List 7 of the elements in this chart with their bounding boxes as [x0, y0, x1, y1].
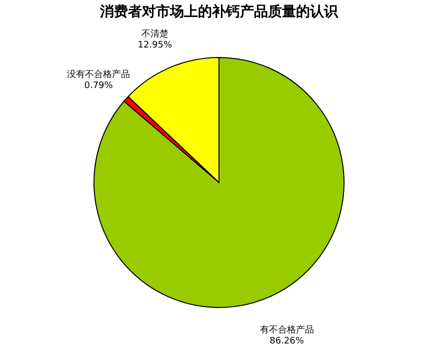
- data-label: 86.26%: [270, 336, 304, 347]
- data-label: 0.79%: [84, 81, 114, 92]
- slice-label: 有不合格产品: [260, 324, 314, 336]
- chart-title: 消费者对市场上的补钙产品质量的认识: [99, 3, 339, 20]
- slice-label: 不清楚: [141, 28, 168, 40]
- slice-label: 没有不合格产品: [67, 69, 130, 80]
- data-label: 12.95%: [138, 40, 172, 51]
